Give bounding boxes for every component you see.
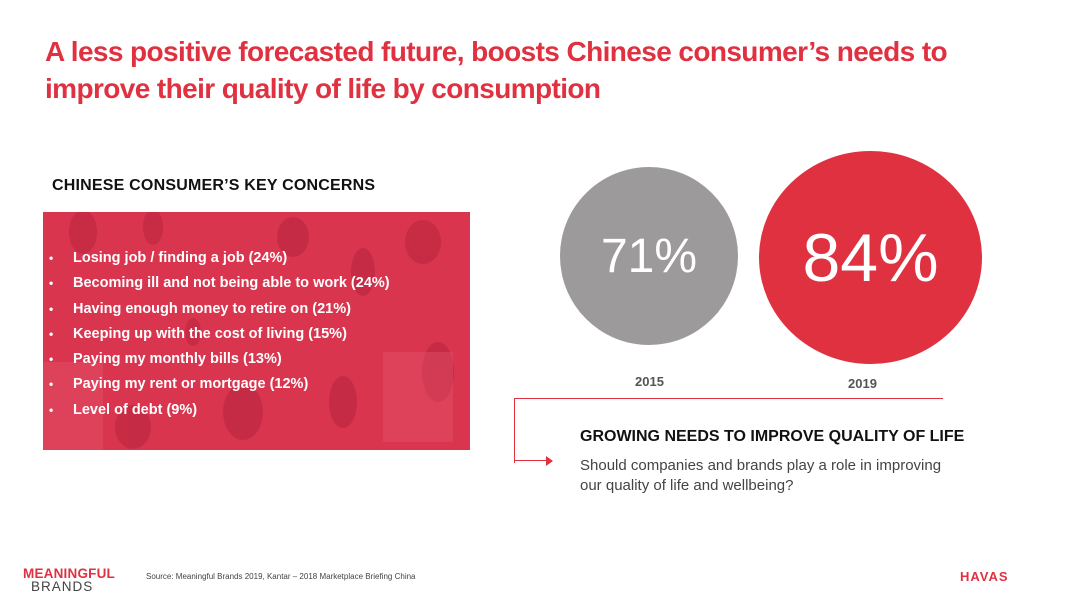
concern-text: Keeping up with the cost of living (15%) xyxy=(73,325,347,342)
stat-value-2015: 71% xyxy=(600,229,698,283)
list-item: • Becoming ill and not being able to work… xyxy=(49,271,390,296)
list-item: • Paying my monthly bills (13%) xyxy=(49,347,390,372)
bullet: • xyxy=(49,377,54,392)
arrow-right-icon xyxy=(546,456,553,466)
bracket-line xyxy=(514,398,943,463)
concerns-list: • Losing job / finding a job (24%) • Becom… xyxy=(49,246,390,423)
list-item: • Level of debt (9%) xyxy=(49,398,390,423)
logo-line-1: MEANINGFUL xyxy=(23,566,115,581)
stat-circle-2015: 71% xyxy=(560,167,738,345)
stat-circle-2019: 84% xyxy=(759,151,982,364)
concern-text: Level of debt (9%) xyxy=(73,401,198,418)
bullet: • xyxy=(49,301,54,316)
source-note: Source: Meaningful Brands 2019, Kantar –… xyxy=(146,572,416,581)
concern-text: Paying my rent or mortgage (12%) xyxy=(73,376,309,393)
year-label-2015: 2015 xyxy=(635,374,664,389)
concern-text: Having enough money to retire on (21%) xyxy=(73,300,351,317)
logo-line-2: BRANDS xyxy=(31,579,94,594)
year-label-2019: 2019 xyxy=(848,376,877,391)
growing-needs-question: Should companies and brands play a role … xyxy=(580,457,942,494)
slide-title: A less positive forecasted future, boost… xyxy=(45,36,948,104)
bullet: • xyxy=(49,326,54,341)
concerns-heading: CHINESE CONSUMER’S KEY CONCERNS xyxy=(52,177,376,194)
concern-text: Paying my monthly bills (13%) xyxy=(73,351,282,368)
bullet: • xyxy=(49,402,54,417)
list-item: • Paying my rent or mortgage (12%) xyxy=(49,372,390,397)
concern-text: Becoming ill and not being able to work … xyxy=(73,275,390,292)
growing-needs-heading: GROWING NEEDS TO IMPROVE QUALITY OF LIFE xyxy=(580,428,965,445)
list-item: • Having enough money to retire on (21%) xyxy=(49,297,390,322)
meaningful-brands-logo: MEANINGFUL BRANDS xyxy=(23,566,115,594)
stat-value-2019: 84% xyxy=(802,219,939,296)
arrow-line xyxy=(514,460,550,461)
concerns-panel: • Losing job / finding a job (24%) • Becom… xyxy=(43,212,470,450)
list-item: • Keeping up with the cost of living (15%… xyxy=(49,322,390,347)
list-item: • Losing job / finding a job (24%) xyxy=(49,246,390,271)
concern-text: Losing job / finding a job (24%) xyxy=(73,250,288,266)
crowd-photo-background xyxy=(43,212,470,450)
havas-logo: HAVAS xyxy=(960,569,1009,584)
bullet: • xyxy=(49,352,54,367)
bullet: • xyxy=(49,276,54,291)
bullet: • xyxy=(49,251,54,265)
